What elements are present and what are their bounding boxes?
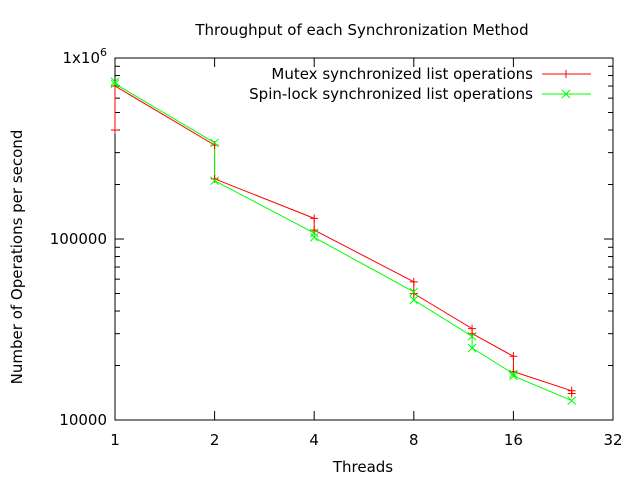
series-2-point [110,77,120,87]
x-axis-label: Threads [332,458,393,476]
chart-title: Throughput of each Synchronization Metho… [194,21,528,39]
series-2-point [509,371,518,381]
series-lines [114,81,573,402]
legend-marker [561,89,571,99]
series-2-point [409,295,419,305]
series-markers [110,77,577,405]
y-tick-label-exponent: 6 [100,46,107,59]
series-2-point [467,331,477,341]
x-tick-label: 8 [409,431,419,449]
series-1-point [509,352,518,361]
series-1-point [210,174,219,183]
series-2-point [467,343,477,353]
legend-marker [562,70,570,78]
y-tick-label: 1x106 [62,46,107,67]
y-minor-ticks [115,65,613,367]
series-2-point [567,396,577,405]
series-2-point [210,176,219,186]
y-tick-label-base: 1x10 [62,49,100,67]
y-axis-label: Number of Operations per second [8,130,26,385]
series-2-point [110,79,120,89]
legend-label: Mutex synchronized list operations [271,65,533,83]
plot-frame [114,57,614,421]
legend-label: Spin-lock synchronized list operations [249,85,533,103]
y-tick-label: 100000 [50,230,107,248]
series-2-point [210,138,219,148]
series-1-point [409,289,418,298]
x-tick-label: 16 [504,431,523,449]
series-line-2 [114,81,572,402]
series-line-1 [114,85,573,394]
x-tick-label: 4 [309,431,319,449]
series-2-point [309,233,319,242]
x-tick-label: 2 [210,431,220,449]
series-1-point [111,126,119,135]
y-axis-ticks: 10000 100000 1x106 [50,46,613,429]
series-1-point [310,214,319,223]
legend: Mutex synchronized list operations Spin-l… [249,65,591,103]
y-tick-label: 10000 [59,411,107,429]
series-1-point [567,389,576,398]
x-tick-label: 1 [110,431,120,449]
series-2-point [509,369,518,379]
x-tick-label: 32 [603,431,622,449]
series-2-point [409,287,419,297]
series-2-point [309,228,319,238]
x-axis-ticks: 1 2 4 8 16 32 [110,58,623,449]
series-1-point [409,277,418,286]
